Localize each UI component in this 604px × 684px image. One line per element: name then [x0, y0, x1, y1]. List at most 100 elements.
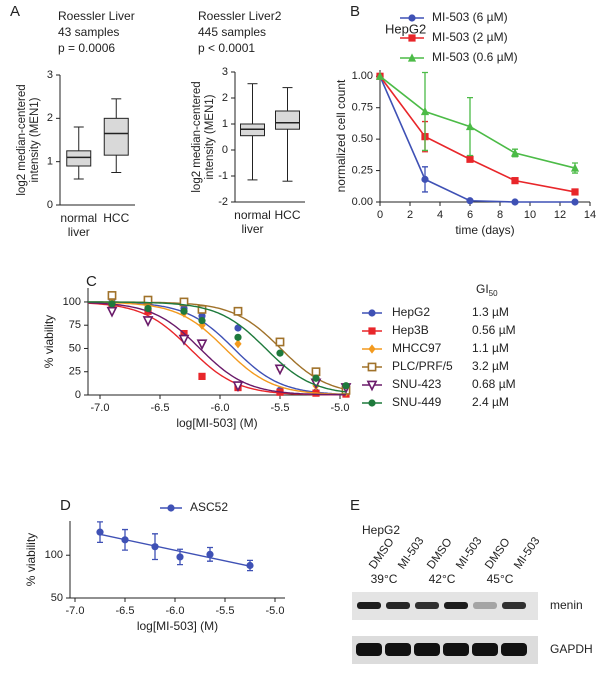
chart-title: HepG2 — [385, 21, 426, 36]
data-point — [466, 155, 474, 163]
data-point — [198, 372, 206, 380]
y-tick-label: 0.50 — [352, 133, 373, 145]
x-tick-label: -6.0 — [166, 605, 185, 617]
data-point — [234, 333, 242, 341]
data-point — [180, 307, 188, 315]
annotation: p = 0.0006 — [58, 41, 115, 55]
data-point — [234, 339, 242, 349]
data-point — [511, 198, 519, 206]
data-point — [178, 334, 190, 346]
legend-label: MI-503 (2 µM) — [432, 30, 508, 44]
x-tick-label: -7.0 — [91, 402, 110, 414]
x-tick-label: -6.0 — [211, 402, 230, 414]
data-point — [465, 121, 475, 131]
band — [415, 602, 439, 609]
x-tick-label: normal — [60, 211, 97, 225]
legend-label: ASC52 — [190, 500, 228, 514]
gi-sub: 50 — [489, 289, 498, 298]
panel-label: D — [60, 497, 71, 514]
y-tick-label: 100 — [63, 296, 81, 308]
y-axis-label: % viability — [24, 533, 38, 586]
legend-marker — [368, 399, 376, 407]
y-tick-label: 0 — [47, 199, 53, 211]
y-axis-label: log2 median-centered — [191, 81, 203, 192]
lane-label: MI-503 — [396, 535, 426, 571]
gi50-label: 0.68 µM — [472, 377, 516, 391]
data-point — [143, 295, 153, 305]
fit-curve — [88, 301, 347, 395]
y-axis-label: intensity (MEN1) — [29, 97, 41, 182]
data-point — [106, 306, 118, 318]
data-point — [107, 291, 117, 300]
data-point — [206, 550, 214, 558]
x-axis-label: time (days) — [455, 223, 514, 237]
legend-marker — [408, 34, 416, 42]
series-line — [379, 75, 576, 169]
y-axis-label: % viability — [42, 315, 56, 368]
x-tick-label: HCC — [103, 211, 129, 225]
band — [356, 643, 382, 656]
fit-curve — [88, 301, 347, 393]
gi50-label: 1.1 µM — [472, 341, 509, 355]
band — [473, 602, 497, 609]
x-tick-label: 0 — [377, 209, 383, 221]
gi50-label: 2.4 µM — [472, 395, 509, 409]
data-point — [420, 106, 430, 116]
legend-label: SNU-449 — [392, 395, 442, 409]
x-tick-label: -5.0 — [266, 605, 285, 617]
chart-subtitle: 445 samples — [198, 25, 266, 39]
legend-label: SNU-423 — [392, 377, 442, 391]
y-tick-label: 2 — [222, 92, 228, 104]
fit-curve — [88, 301, 347, 391]
data-point — [196, 339, 208, 351]
lane-label: DMSO — [483, 536, 513, 571]
legend-label: MHCC97 — [392, 341, 442, 355]
data-point — [312, 374, 320, 382]
panel-label: E — [350, 497, 360, 514]
chart-title: Roessler Liver — [58, 9, 135, 23]
data-point — [275, 337, 285, 347]
fit-curve — [88, 302, 346, 396]
data-point — [121, 536, 129, 544]
legend-label: HepG2 — [392, 305, 430, 319]
y-tick-label: 0 — [222, 144, 228, 156]
data-point — [233, 306, 243, 316]
y-tick-label: 50 — [69, 342, 81, 354]
annotation: p < 0.0001 — [198, 41, 255, 55]
data-point — [276, 349, 284, 357]
band — [501, 643, 527, 656]
y-axis-label: log2 median-centered — [16, 84, 28, 195]
temperature-label: 45°C — [487, 572, 514, 586]
panel-label: C — [86, 273, 97, 290]
band — [444, 602, 468, 609]
x-tick-label: 6 — [467, 209, 473, 221]
data-point — [571, 188, 579, 196]
box — [66, 150, 92, 167]
data-point — [510, 148, 520, 157]
y-tick-label: 25 — [69, 366, 81, 378]
panel-label: B — [350, 3, 360, 20]
band — [414, 643, 440, 656]
x-tick-label: 2 — [407, 209, 413, 221]
gi50-label: 1.3 µM — [472, 305, 509, 319]
temperature-label: 39°C — [371, 572, 398, 586]
data-point — [311, 367, 321, 377]
panel-label: A — [10, 3, 20, 20]
data-point — [274, 364, 286, 376]
x-tick-label: 12 — [554, 209, 566, 221]
x-tick-label: -7.0 — [66, 605, 85, 617]
x-tick-label: 10 — [524, 209, 536, 221]
x-tick-label: 4 — [437, 209, 443, 221]
x-axis-label: log[MI-503] (M) — [176, 416, 257, 430]
y-tick-label: 75 — [69, 319, 81, 331]
data-point — [466, 197, 474, 205]
y-tick-label: 0 — [75, 389, 81, 401]
chart-subtitle: 43 samples — [58, 25, 119, 39]
x-tick-label: -5.0 — [331, 402, 350, 414]
data-point — [198, 316, 206, 325]
data-point — [571, 198, 579, 206]
legend-label: Hep3B — [392, 323, 429, 337]
legend-marker — [368, 309, 376, 317]
y-tick-label: 1 — [47, 156, 53, 168]
